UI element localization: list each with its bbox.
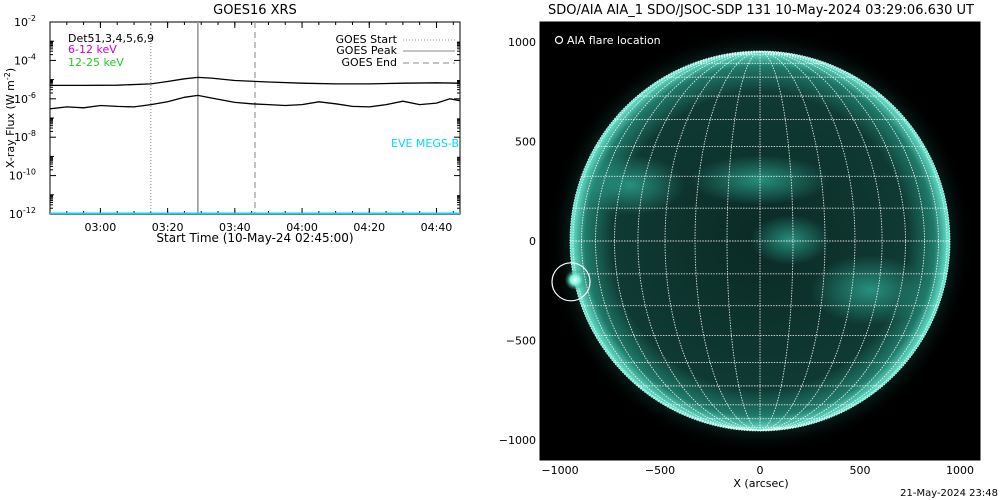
y-tick-label: 10-12	[9, 206, 36, 221]
limb-circle	[569, 50, 951, 432]
flare-legend-label: AIA flare location	[567, 34, 661, 47]
active-region-sw	[810, 255, 930, 325]
aia-y-ticks: −1000 −500 0 500 1000	[499, 36, 980, 447]
longitude-line	[664, 51, 761, 431]
flare-location-marker	[551, 262, 591, 302]
y-tick-label: 10-10	[9, 168, 36, 183]
aia-y-tick-label: 500	[515, 135, 536, 148]
goes-event-lines	[150, 22, 256, 214]
longitude-line	[759, 51, 939, 431]
footer-timestamp: 21-May-2024 23:48	[900, 488, 998, 499]
y-tick-label: 10-6	[14, 91, 36, 106]
series-long-channel	[50, 76, 460, 87]
flare-bright-spot	[564, 269, 586, 291]
aia-image: AIA flare location	[540, 22, 980, 460]
aia-x-tick-label: 500	[850, 464, 871, 477]
x-tick-label: 04:40	[421, 221, 453, 234]
series-short-channel	[50, 94, 460, 110]
longitude-line	[637, 51, 761, 431]
longitude-line	[581, 51, 761, 431]
aia-y-tick-label: 1000	[508, 36, 536, 49]
aia-x-tick-label: 0	[757, 464, 764, 477]
aia-x-axis-label: X (arcsec)	[733, 477, 788, 490]
aia-y-tick-label: −1000	[499, 434, 536, 447]
longitude-line	[759, 51, 948, 431]
eve-megs-label: EVE MEGS-B	[391, 137, 459, 150]
y-tick-label: 10-2	[14, 14, 36, 29]
flare-legend-symbol	[554, 35, 564, 45]
longitude-line	[759, 51, 925, 431]
aia-x-tick-label: −1000	[541, 464, 578, 477]
aia-x-tick-label: 1000	[946, 464, 974, 477]
legend-6-12kev: 6-12 keV	[68, 43, 117, 56]
longitude-line	[759, 51, 826, 431]
aia-x-ticks: −1000 −500 0 500 1000	[541, 22, 974, 477]
longitude-line	[759, 51, 883, 431]
legend-det: Det51,3,4,5,6,9	[68, 32, 154, 45]
aia-y-tick-label: 0	[529, 235, 536, 248]
longitude-line	[572, 51, 761, 431]
aia-title: SDO/AIA AIA_1 SDO/JSOC-SDP 131 10-May-20…	[548, 3, 974, 18]
heliographic-grid	[569, 50, 951, 432]
y-tick-label: 10-8	[14, 129, 36, 144]
y-axis-label: X-ray Flux (W m-2)	[3, 68, 17, 168]
flux-series	[50, 76, 460, 214]
legend-goes-peak: GOES Peak	[336, 44, 397, 57]
y-tick-label: 10-4	[14, 52, 36, 67]
chart-title: GOES16 XRS	[213, 3, 297, 18]
x-tick-label: 03:00	[85, 221, 117, 234]
x-tick-label: 03:40	[219, 221, 251, 234]
active-region-center	[750, 215, 830, 265]
legend-goes-start: GOES Start	[336, 33, 398, 46]
longitude-line	[694, 51, 761, 431]
legend-goes-end: GOES End	[341, 56, 397, 69]
aia-y-tick-label: −500	[506, 335, 536, 348]
y-axis-ticks: 10-12 10-10 10-8 10-6 10-4 10-2	[9, 14, 460, 221]
goes-xrs-chart: GOES16 XRS 10-12 10-10 10-8 10-6 10-4 10-2 03…	[3, 3, 461, 245]
longitude-line	[759, 51, 856, 431]
aia-x-tick-label: −500	[645, 464, 675, 477]
longitude-line	[726, 51, 761, 431]
longitude-line	[595, 51, 761, 431]
active-region-ne	[575, 155, 685, 215]
x-tick-label: 04:00	[286, 221, 318, 234]
aia-image-panel: SDO/AIA AIA_1 SDO/JSOC-SDP 131 10-May-20…	[499, 3, 981, 490]
x-tick-label: 04:20	[353, 221, 385, 234]
x-tick-label: 03:20	[152, 221, 184, 234]
x-axis-label: Start Time (10-May-24 02:45:00)	[156, 231, 353, 245]
longitude-line	[759, 51, 794, 431]
legend-12-25kev: 12-25 keV	[68, 56, 124, 69]
